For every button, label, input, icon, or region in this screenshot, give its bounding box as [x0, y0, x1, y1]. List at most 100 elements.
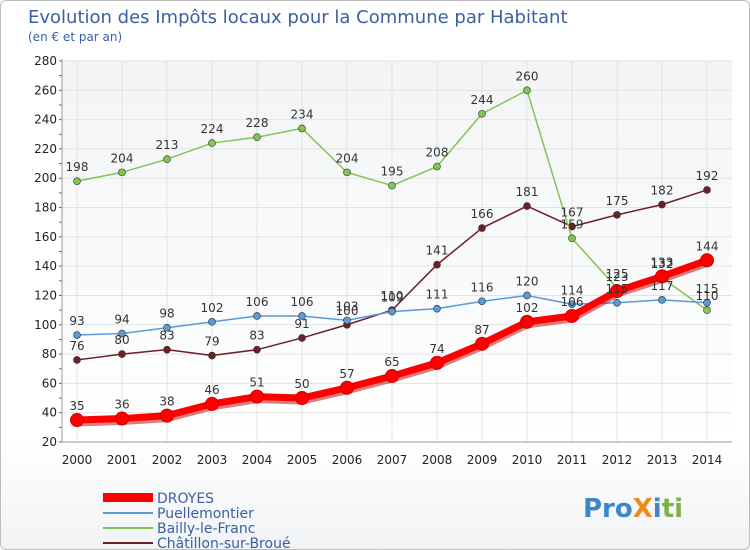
legend-label: Puellemontier — [157, 506, 254, 522]
x-tick-label: 2014 — [692, 453, 723, 467]
legend-swatch — [103, 527, 153, 529]
data-label: 38 — [159, 395, 174, 409]
data-point — [520, 314, 534, 329]
data-label: 244 — [471, 93, 494, 107]
data-point — [703, 306, 711, 314]
data-point — [208, 139, 216, 147]
data-point — [388, 181, 396, 190]
data-label: 132 — [651, 257, 674, 271]
data-point — [253, 133, 261, 141]
y-tick-label: 100 — [34, 318, 57, 332]
y-tick-label: 60 — [42, 376, 57, 390]
chart-title: Evolution des Impôts locaux pour la Comm… — [28, 7, 568, 28]
data-label: 115 — [606, 282, 629, 296]
data-label: 98 — [159, 307, 174, 321]
data-label: 106 — [561, 295, 584, 309]
data-label: 198 — [66, 160, 89, 174]
data-label: 192 — [696, 169, 719, 183]
data-label: 117 — [651, 279, 674, 293]
legend-swatch — [103, 493, 153, 502]
data-label: 51 — [249, 376, 264, 390]
data-point — [523, 291, 531, 300]
x-tick-label: 2005 — [287, 453, 318, 467]
data-label: 100 — [336, 304, 359, 318]
data-point — [613, 211, 621, 219]
data-label: 166 — [471, 207, 494, 221]
data-label: 74 — [429, 342, 444, 356]
data-point — [208, 318, 216, 326]
data-point — [388, 307, 396, 316]
data-label: 133 — [651, 255, 674, 269]
x-tick-label: 2002 — [152, 453, 183, 467]
data-point — [343, 316, 351, 325]
data-label: 144 — [696, 239, 719, 253]
x-tick-label: 2001 — [107, 453, 138, 467]
y-tick-label: 200 — [34, 171, 57, 185]
data-label: 141 — [426, 244, 449, 258]
x-tick-label: 2004 — [242, 453, 273, 467]
legend-label: Châtillon-sur-Broué — [157, 536, 291, 550]
data-point — [118, 350, 126, 358]
data-point — [523, 202, 531, 210]
data-point — [118, 168, 126, 177]
x-tick-label: 2009 — [467, 453, 498, 467]
data-label: 114 — [561, 283, 584, 297]
data-label: 116 — [471, 280, 494, 294]
y-tick-label: 160 — [34, 230, 57, 244]
data-label: 115 — [696, 282, 719, 296]
data-point — [478, 297, 486, 306]
grid — [62, 60, 732, 443]
data-point — [208, 351, 216, 360]
data-label: 57 — [339, 367, 354, 381]
chart-subtitle: (en € et par an) — [28, 30, 122, 44]
data-point — [703, 186, 711, 194]
data-label: 36 — [114, 398, 129, 412]
data-point — [163, 155, 171, 163]
data-point — [568, 234, 576, 243]
data-point — [253, 345, 261, 354]
data-point — [475, 336, 489, 351]
data-point — [430, 355, 444, 370]
data-point — [340, 380, 354, 395]
data-label: 110 — [381, 289, 404, 303]
data-label: 125 — [606, 267, 629, 281]
data-label: 182 — [651, 184, 674, 198]
data-label: 208 — [426, 146, 449, 160]
data-point — [565, 308, 579, 323]
data-point — [658, 296, 666, 304]
data-point — [478, 109, 486, 118]
data-label: 204 — [111, 151, 134, 165]
y-tick-label: 120 — [34, 288, 57, 302]
data-point — [298, 124, 306, 133]
data-point — [433, 260, 441, 269]
y-tick-label: 280 — [34, 54, 57, 68]
data-point — [478, 224, 486, 232]
data-label: 50 — [294, 377, 309, 391]
axes: 20 40 60 80 100 120 140 160 180 200 220 240 260 280 20… — [34, 54, 732, 467]
data-point — [115, 411, 129, 426]
x-tick-label: 2013 — [647, 453, 678, 467]
legend-swatch — [103, 512, 153, 514]
data-label: 175 — [606, 194, 629, 208]
y-tick-label: 20 — [42, 435, 57, 449]
data-label: 224 — [201, 122, 224, 136]
legend-label: DROYES — [157, 491, 214, 507]
x-tick-label: 2000 — [62, 453, 93, 467]
x-tick-label: 2010 — [512, 453, 543, 467]
data-point — [433, 162, 441, 171]
data-point — [253, 312, 261, 320]
data-point — [73, 177, 81, 185]
x-tick-label: 2008 — [422, 453, 453, 467]
data-point — [163, 345, 171, 354]
y-tick-label: 220 — [34, 142, 57, 156]
data-point — [433, 304, 441, 313]
x-tick-label: 2003 — [197, 453, 228, 467]
data-label: 103 — [336, 299, 359, 313]
data-label: 195 — [381, 165, 404, 179]
legend: DROYESPuellemontierBailly-le-FrancChâtil… — [103, 491, 291, 550]
data-label: 159 — [561, 217, 584, 231]
series-group — [70, 86, 714, 428]
data-labels: 76 80 83 79 83 91 100 110 141 166 181 167 175 182 192 1… — [66, 69, 719, 413]
